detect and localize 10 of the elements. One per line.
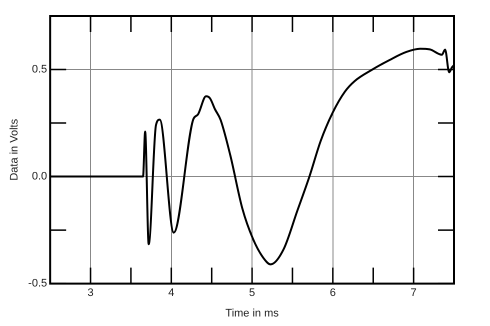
- x-tick-label: 5: [249, 287, 256, 300]
- x-tick-label: 3: [87, 287, 94, 300]
- y-tick-label: 0.0: [32, 170, 48, 183]
- x-tick-label: 7: [410, 287, 417, 300]
- y-tick-label: 0.5: [32, 64, 48, 76]
- y-tick-label: -0.5: [28, 278, 48, 290]
- x-tick-label: 4: [168, 287, 174, 300]
- x-axis-title: Time in ms: [225, 307, 280, 320]
- y-axis-title: Data in Volts: [8, 118, 21, 181]
- x-tick-label: 6: [330, 287, 336, 300]
